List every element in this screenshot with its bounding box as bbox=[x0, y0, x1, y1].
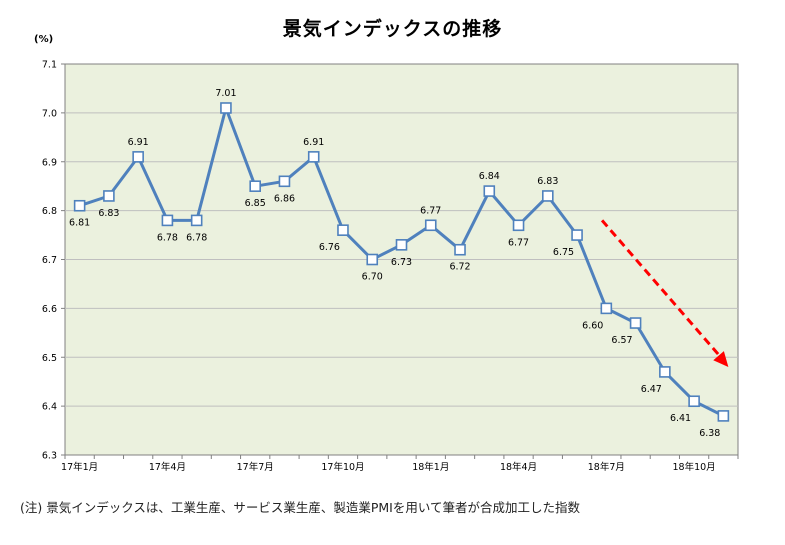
data-labels: 6.81 6.83 6.91 6.78 6.78 7.01 6.85 6.86 6.91 6.76… bbox=[69, 88, 720, 439]
y-tick-label: 6.9 bbox=[42, 157, 57, 168]
data-point-marker bbox=[542, 190, 554, 202]
y-tick-label: 6.8 bbox=[42, 206, 57, 217]
x-tick-label: 17年7月 bbox=[237, 461, 274, 473]
x-tick-label: 18年7月 bbox=[588, 461, 625, 473]
x-tick-label: 18年1月 bbox=[412, 461, 449, 473]
trend-arrow-head bbox=[713, 351, 729, 368]
data-label: 7.01 bbox=[215, 88, 236, 99]
data-label: 6.72 bbox=[449, 262, 470, 273]
y-tick-label: 7.1 bbox=[42, 60, 57, 71]
trend-arrow bbox=[600, 219, 729, 368]
y-tick-label: 6.4 bbox=[42, 402, 57, 413]
footnote: (注) 景気インデックスは、工業生産、サービス業生産、製造業PMIを用いて筆者が… bbox=[20, 500, 580, 515]
data-point-marker bbox=[571, 229, 583, 241]
data-point-marker bbox=[424, 219, 437, 232]
y-tick-label: 6.7 bbox=[42, 255, 57, 266]
data-point-marker bbox=[688, 395, 700, 408]
data-point-marker bbox=[220, 102, 232, 114]
data-label: 6.81 bbox=[69, 218, 90, 229]
data-label: 6.73 bbox=[391, 257, 412, 268]
y-tick-label: 6.6 bbox=[42, 304, 57, 315]
y-tick-label: 6.3 bbox=[42, 451, 57, 462]
data-label: 6.76 bbox=[319, 242, 340, 253]
x-tick-label: 18年10月 bbox=[673, 461, 716, 473]
gridlines bbox=[65, 112, 738, 407]
data-label: 6.78 bbox=[157, 232, 178, 243]
x-tick-label: 17年1月 bbox=[61, 461, 98, 473]
data-point-marker bbox=[132, 151, 144, 163]
data-label: 6.41 bbox=[670, 413, 691, 424]
data-label: 6.75 bbox=[553, 247, 574, 258]
data-point-marker bbox=[659, 366, 671, 378]
x-tick-label: 18年4月 bbox=[500, 461, 537, 473]
data-label: 6.91 bbox=[128, 137, 149, 148]
data-point-marker bbox=[483, 185, 496, 197]
data-label: 6.83 bbox=[537, 176, 558, 187]
data-label: 6.77 bbox=[508, 237, 529, 248]
data-label: 6.86 bbox=[274, 193, 295, 204]
data-point-marker bbox=[161, 214, 174, 227]
trend-arrow-shaft bbox=[600, 219, 724, 361]
data-label: 6.84 bbox=[479, 171, 500, 182]
data-label: 6.60 bbox=[582, 320, 603, 331]
data-point-marker bbox=[337, 224, 349, 236]
data-point-marker bbox=[512, 219, 525, 232]
data-point-marker bbox=[600, 302, 613, 315]
data-point-marker bbox=[278, 175, 291, 188]
y-tick-label: 7.0 bbox=[42, 108, 57, 119]
x-tick-label: 17年10月 bbox=[321, 461, 364, 473]
data-point-marker bbox=[249, 180, 261, 192]
series-layer bbox=[73, 102, 730, 422]
data-label: 6.57 bbox=[611, 335, 632, 346]
data-label: 6.91 bbox=[303, 137, 324, 148]
data-label: 6.38 bbox=[699, 428, 720, 439]
data-point-marker bbox=[454, 243, 466, 256]
data-label: 6.85 bbox=[245, 198, 266, 209]
y-tick-label: 6.5 bbox=[42, 353, 57, 364]
data-label: 6.70 bbox=[362, 272, 383, 283]
data-point-marker bbox=[307, 151, 320, 163]
data-label: 6.78 bbox=[186, 232, 207, 243]
data-point-marker bbox=[103, 190, 115, 202]
data-point-marker bbox=[629, 317, 642, 329]
data-point-marker bbox=[717, 410, 730, 422]
data-point-marker bbox=[73, 199, 86, 212]
chart-title: 景気インデックスの推移 bbox=[282, 18, 503, 40]
data-point-marker bbox=[366, 253, 379, 266]
data-point-marker bbox=[395, 239, 408, 251]
x-tick-label: 17年4月 bbox=[149, 461, 186, 473]
data-point-marker bbox=[190, 214, 203, 227]
y-axis-unit: (%) bbox=[34, 34, 54, 45]
data-label: 6.47 bbox=[641, 384, 662, 395]
axes: 7.1 7.0 6.9 6.8 6.7 6.6 6.5 6.4 6.3 17年1月 17年4月 17年… bbox=[42, 60, 739, 473]
data-label: 6.83 bbox=[98, 208, 119, 219]
data-label: 6.77 bbox=[420, 205, 441, 216]
